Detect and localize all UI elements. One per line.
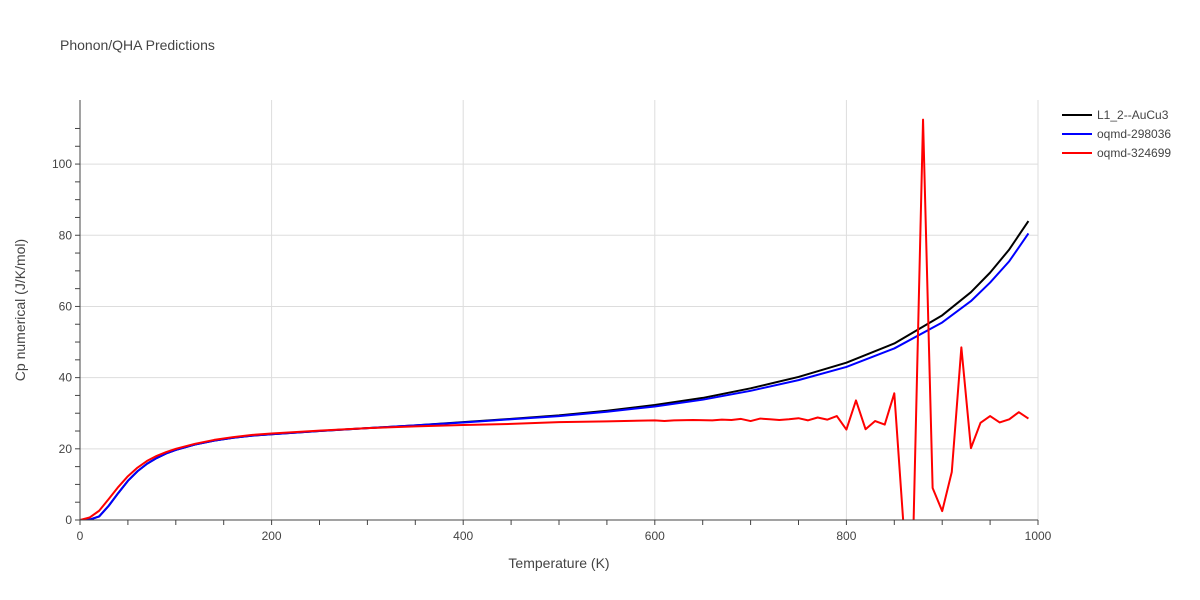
x-tick-label: 600 [645, 529, 665, 543]
y-tick-label: 100 [52, 157, 72, 171]
x-tick-label: 200 [262, 529, 282, 543]
legend-label: L1_2--AuCu3 [1097, 108, 1169, 122]
grid [80, 100, 1039, 520]
legend-label: oqmd-298036 [1097, 127, 1171, 141]
y-tick-label: 20 [59, 442, 73, 456]
x-tick-label: 1000 [1025, 529, 1052, 543]
chart-title: Phonon/QHA Predictions [60, 37, 215, 53]
y-tick-label: 60 [59, 299, 73, 313]
legend-item[interactable]: oqmd-324699 [1062, 146, 1171, 160]
y-tick-label: 80 [59, 228, 73, 242]
tick-labels: 0 200 400 600 800 1000 0 20 40 60 80 100 [52, 157, 1052, 543]
legend-item[interactable]: oqmd-298036 [1062, 127, 1171, 141]
x-tick-label: 400 [453, 529, 473, 543]
series-line-2 [80, 232, 1030, 520]
x-tick-label: 800 [836, 529, 856, 543]
legend[interactable]: L1_2--AuCu3 oqmd-298036 oqmd-324699 [1062, 108, 1171, 160]
legend-item[interactable]: L1_2--AuCu3 [1062, 108, 1169, 122]
series-layer [80, 118, 1030, 520]
y-tick-label: 40 [59, 371, 73, 385]
x-axis-title: Temperature (K) [508, 555, 609, 571]
series-line-1 [80, 220, 1030, 520]
legend-label: oqmd-324699 [1097, 146, 1171, 160]
x-tick-label: 0 [77, 529, 84, 543]
axes [75, 100, 1039, 525]
series-line-3 [80, 118, 1029, 520]
y-axis-title: Cp numerical (J/K/mol) [12, 239, 28, 381]
y-tick-label: 0 [65, 513, 72, 527]
